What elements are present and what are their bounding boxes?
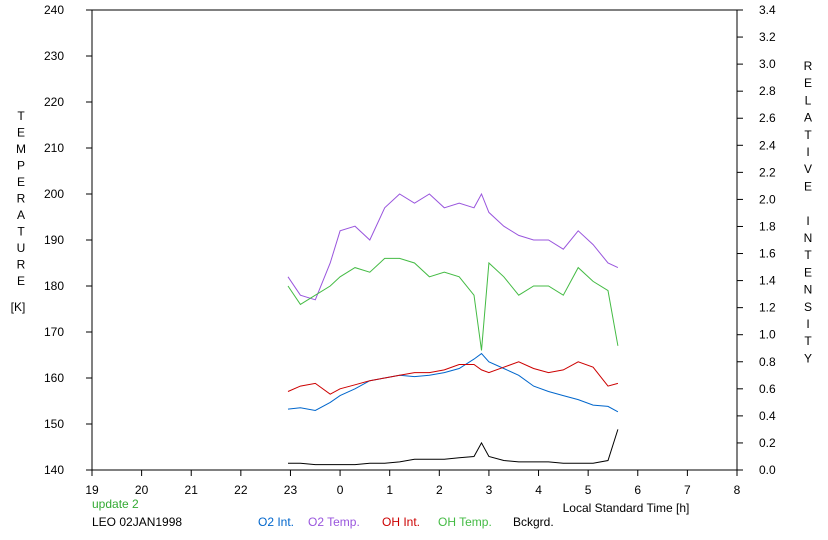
right-axis-label-letter-14: S bbox=[804, 300, 812, 314]
right-tick-label-15: 3.0 bbox=[759, 57, 776, 71]
x-tick-label-7: 2 bbox=[436, 483, 443, 497]
left-tick-label-9: 230 bbox=[44, 49, 64, 63]
left-axis-label-letter-10: E bbox=[17, 274, 25, 288]
x-tick-label-0: 19 bbox=[85, 483, 99, 497]
right-tick-label-9: 1.8 bbox=[759, 219, 776, 233]
series-line-0 bbox=[287, 352, 619, 413]
right-axis-label-letter-6: V bbox=[804, 162, 812, 176]
x-tick-label-5: 0 bbox=[337, 483, 344, 497]
x-tick-label-3: 22 bbox=[234, 483, 248, 497]
right-tick-label-5: 1.0 bbox=[759, 328, 776, 342]
left-axis-label-letter-0: T bbox=[17, 109, 25, 123]
right-axis-label-letter-7: E bbox=[804, 179, 812, 193]
right-axis-label-letter-2: L bbox=[805, 93, 812, 107]
right-tick-label-14: 2.8 bbox=[759, 84, 776, 98]
x-tick-label-8: 3 bbox=[486, 483, 493, 497]
plot-area bbox=[91, 9, 738, 471]
right-axis-label-letter-16: T bbox=[804, 334, 812, 348]
legend-o2-temp: O2 Temp. bbox=[308, 515, 360, 529]
right-tick-label-0: 0.0 bbox=[759, 463, 776, 477]
right-axis-label-letter-17: Y bbox=[804, 351, 812, 365]
x-tick-label-13: 8 bbox=[734, 483, 741, 497]
right-axis-label-letter-5: I bbox=[806, 145, 809, 159]
right-tick-label-13: 2.6 bbox=[759, 111, 776, 125]
legend-o2-int: O2 Int. bbox=[258, 515, 294, 529]
legend-oh-temp: OH Temp. bbox=[438, 515, 492, 529]
x-tick-label-4: 23 bbox=[284, 483, 298, 497]
left-tick-label-3: 170 bbox=[44, 325, 64, 339]
right-axis-label-letter-11: T bbox=[804, 248, 812, 262]
right-tick-label-7: 1.4 bbox=[759, 274, 776, 288]
left-tick-label-6: 200 bbox=[44, 187, 64, 201]
legend-oh-int: OH Int. bbox=[382, 515, 420, 529]
x-axis-ticks: 19 20 21 22 23 0 1 2 3 4 5 6 7 8 bbox=[85, 470, 741, 497]
left-tick-label-10: 240 bbox=[44, 3, 64, 17]
right-axis-label-letter-15: I bbox=[806, 317, 809, 331]
x-tick-label-11: 6 bbox=[634, 483, 641, 497]
right-axis-label-letter-0: R bbox=[804, 59, 813, 73]
right-axis-ticks: 0.0 0.2 0.4 0.6 0.8 1.0 1.2 1.4 1.6 1.8 2.0 2.2 2.4 2… bbox=[737, 3, 776, 477]
right-axis-label-letter-9: I bbox=[806, 214, 809, 228]
right-axis-label-letter-3: A bbox=[804, 111, 812, 125]
x-tick-label-10: 5 bbox=[585, 483, 592, 497]
left-tick-label-5: 190 bbox=[44, 233, 64, 247]
left-tick-label-4: 180 bbox=[44, 279, 64, 293]
right-tick-label-12: 2.4 bbox=[759, 138, 776, 152]
right-axis-label-letter-4: T bbox=[804, 128, 812, 142]
right-tick-label-1: 0.2 bbox=[759, 436, 776, 450]
series-line-1 bbox=[287, 192, 619, 301]
right-axis-label-letter-10: N bbox=[804, 231, 813, 245]
right-axis-label-letter-12: E bbox=[804, 265, 812, 279]
x-axis-label: Local Standard Time [h] bbox=[563, 501, 690, 515]
right-tick-label-17: 3.4 bbox=[759, 3, 776, 17]
left-axis-label-letter-1: E bbox=[17, 126, 25, 140]
left-axis-label-letter-2: M bbox=[16, 142, 26, 156]
x-tick-label-6: 1 bbox=[386, 483, 393, 497]
right-tick-label-4: 0.8 bbox=[759, 355, 776, 369]
left-axis-unit: [K] bbox=[11, 300, 26, 314]
right-tick-label-16: 3.2 bbox=[759, 30, 776, 44]
x-tick-label-9: 4 bbox=[535, 483, 542, 497]
left-tick-label-2: 160 bbox=[44, 371, 64, 385]
right-axis-label-letter-1: E bbox=[804, 76, 812, 90]
left-axis-label-letter-9: R bbox=[17, 258, 26, 272]
right-tick-label-6: 1.2 bbox=[759, 301, 776, 315]
right-tick-label-3: 0.6 bbox=[759, 382, 776, 396]
series-lines bbox=[287, 192, 619, 466]
x-tick-label-12: 7 bbox=[684, 483, 691, 497]
left-axis-label-letter-8: U bbox=[17, 241, 26, 255]
left-axis-label-letter-6: A bbox=[17, 208, 25, 222]
x-tick-label-2: 21 bbox=[185, 483, 199, 497]
left-tick-label-8: 220 bbox=[44, 95, 64, 109]
legend-bckgrd: Bckgrd. bbox=[513, 515, 554, 529]
series-line-2 bbox=[287, 361, 619, 395]
left-axis-ticks: 140 150 160 170 180 190 200 210 220 230 240 bbox=[44, 3, 92, 477]
x-tick-label-1: 20 bbox=[135, 483, 149, 497]
right-axis-label-letter-13: N bbox=[804, 283, 813, 297]
left-axis-label-letter-3: P bbox=[17, 159, 25, 173]
series-line-3 bbox=[287, 257, 619, 351]
right-tick-label-11: 2.2 bbox=[759, 165, 776, 179]
series-line-4 bbox=[288, 429, 619, 466]
right-tick-label-10: 2.0 bbox=[759, 192, 776, 206]
left-tick-label-1: 150 bbox=[44, 417, 64, 431]
left-tick-label-7: 210 bbox=[44, 141, 64, 155]
right-tick-label-8: 1.6 bbox=[759, 247, 776, 261]
left-axis-label-letter-4: E bbox=[17, 175, 25, 189]
left-axis-label-letter-5: R bbox=[17, 192, 26, 206]
station-label: LEO 02JAN1998 bbox=[92, 515, 182, 529]
left-tick-label-0: 140 bbox=[44, 463, 64, 477]
right-tick-label-2: 0.4 bbox=[759, 409, 776, 423]
left-axis-label-letter-7: T bbox=[17, 225, 25, 239]
status-text: update 2 bbox=[92, 497, 139, 511]
